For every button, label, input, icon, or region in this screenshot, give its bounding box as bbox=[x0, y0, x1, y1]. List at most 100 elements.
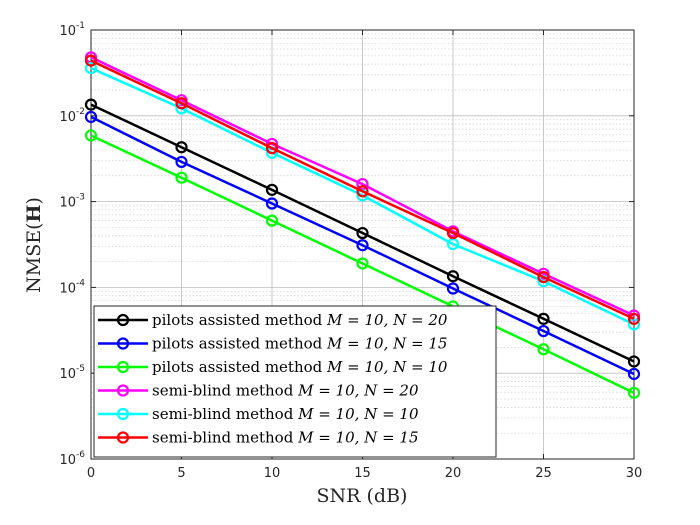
legend-item: semi-blind method M = 10, N = 20 bbox=[98, 382, 419, 400]
y-axis-label: NMSE(H) bbox=[23, 197, 45, 293]
series-6 bbox=[84, 54, 641, 325]
data-point bbox=[175, 171, 188, 184]
y-tick-label-exponent: -2 bbox=[76, 107, 85, 117]
y-tick-label-exponent: -1 bbox=[76, 21, 85, 31]
data-point bbox=[537, 312, 550, 325]
data-point bbox=[175, 141, 188, 154]
data-point bbox=[627, 318, 641, 331]
x-tick-label: 5 bbox=[177, 466, 185, 481]
data-point bbox=[356, 257, 369, 270]
data-point bbox=[356, 226, 369, 240]
data-point bbox=[627, 386, 641, 399]
legend-label-name: semi-blind method bbox=[152, 405, 298, 423]
legend-swatch-marker bbox=[116, 360, 130, 374]
legend-label-name: semi-blind method bbox=[152, 382, 298, 400]
data-point bbox=[446, 226, 460, 240]
y-tick-label-base: 10 bbox=[59, 196, 76, 211]
series-line bbox=[90, 103, 635, 363]
legend-label: pilots assisted method M = 10, N = 15 bbox=[152, 335, 447, 353]
series-lines bbox=[84, 51, 641, 399]
legend-label-params: M = 10, N = 10 bbox=[326, 358, 448, 376]
y-tick-label: 10-4 bbox=[59, 278, 85, 296]
data-point bbox=[537, 270, 550, 284]
y-tick-label-exponent: -6 bbox=[76, 450, 85, 460]
legend-label-name: pilots assisted method bbox=[152, 311, 327, 329]
data-point bbox=[84, 54, 98, 67]
y-tick-label-base: 10 bbox=[59, 367, 76, 382]
data-point bbox=[265, 214, 279, 227]
legend-item: semi-blind method M = 10, N = 10 bbox=[98, 405, 419, 423]
series-line bbox=[90, 56, 635, 317]
data-point bbox=[537, 324, 550, 338]
legend-item: pilots assisted method M = 10, N = 15 bbox=[98, 335, 447, 353]
y-tick-label: 10-3 bbox=[59, 193, 85, 211]
y-tick-label: 10-2 bbox=[59, 107, 85, 125]
legend-label-params: M = 10, N = 15 bbox=[326, 335, 447, 353]
series-1 bbox=[84, 98, 641, 368]
series-2 bbox=[84, 110, 641, 381]
data-point bbox=[446, 282, 460, 295]
data-point bbox=[537, 343, 550, 356]
legend-swatch-marker bbox=[116, 313, 130, 327]
series-line bbox=[90, 134, 635, 395]
data-point bbox=[627, 312, 641, 325]
y-tick-label-exponent: -4 bbox=[76, 278, 85, 288]
legend-label: semi-blind method M = 10, N = 15 bbox=[152, 429, 419, 447]
x-tick-label: 10 bbox=[264, 466, 281, 481]
legend-label-name: semi-blind method bbox=[152, 429, 298, 447]
x-axis-label: SNR (dB) bbox=[317, 485, 408, 507]
legend-label-params: M = 10, N = 15 bbox=[297, 429, 418, 447]
data-point bbox=[265, 142, 279, 155]
legend-swatch-marker bbox=[116, 384, 130, 397]
y-tick-label: 10-6 bbox=[59, 450, 85, 468]
legend-label: semi-blind method M = 10, N = 20 bbox=[152, 382, 419, 400]
series-line bbox=[90, 59, 635, 320]
legend-label-params: M = 10, N = 10 bbox=[297, 405, 419, 423]
legend-swatch-marker bbox=[116, 337, 130, 350]
data-point bbox=[175, 97, 188, 110]
legend-swatch-marker bbox=[116, 407, 130, 421]
legend-item: semi-blind method M = 10, N = 15 bbox=[98, 429, 419, 447]
legend-label-params: M = 10, N = 20 bbox=[326, 311, 448, 329]
series-line bbox=[90, 115, 635, 376]
data-point bbox=[84, 129, 98, 142]
data-point bbox=[356, 185, 369, 198]
legend-label: semi-blind method M = 10, N = 10 bbox=[152, 405, 419, 423]
legend: pilots assisted method M = 10, N = 20pil… bbox=[93, 305, 497, 458]
data-point bbox=[446, 270, 460, 283]
legend-label-name: pilots assisted method bbox=[152, 358, 327, 376]
y-axis-label-prefix: NMSE( bbox=[23, 222, 45, 292]
data-point bbox=[84, 110, 98, 124]
y-tick-label-exponent: -3 bbox=[76, 193, 85, 203]
legend-label-params: M = 10, N = 20 bbox=[297, 382, 419, 400]
y-tick-label-base: 10 bbox=[59, 281, 76, 296]
legend-box bbox=[93, 305, 497, 458]
y-axis-ticks: 10-610-510-410-310-210-1 bbox=[59, 21, 634, 468]
data-point bbox=[84, 61, 98, 75]
y-tick-label: 10-5 bbox=[59, 364, 85, 382]
data-point bbox=[356, 177, 369, 191]
y-tick-label-base: 10 bbox=[59, 110, 76, 125]
y-tick-label-base: 10 bbox=[59, 453, 76, 468]
x-tick-label: 15 bbox=[354, 466, 371, 481]
y-axis-label-suffix: ) bbox=[23, 197, 45, 204]
y-tick-label-base: 10 bbox=[59, 24, 76, 39]
data-point bbox=[627, 355, 641, 368]
x-axis-ticks: 0 5 10 15 20 25 30 bbox=[87, 30, 642, 481]
data-point bbox=[627, 367, 641, 381]
y-axis-label-bold: H bbox=[23, 204, 45, 222]
data-point bbox=[265, 197, 279, 210]
y-tick-label: 10-1 bbox=[59, 21, 85, 39]
x-tick-label: 30 bbox=[626, 466, 643, 481]
data-point bbox=[356, 239, 369, 252]
legend-item: pilots assisted method M = 10, N = 10 bbox=[98, 358, 448, 376]
legend-label: pilots assisted method M = 10, N = 20 bbox=[152, 311, 448, 329]
data-point bbox=[84, 98, 98, 111]
y-tick-label-exponent: -5 bbox=[76, 364, 85, 374]
x-tick-label: 25 bbox=[535, 466, 552, 481]
x-tick-label: 0 bbox=[87, 466, 95, 481]
legend-swatch-marker bbox=[116, 431, 130, 444]
data-point bbox=[265, 183, 279, 196]
legend-label: pilots assisted method M = 10, N = 10 bbox=[152, 358, 448, 376]
